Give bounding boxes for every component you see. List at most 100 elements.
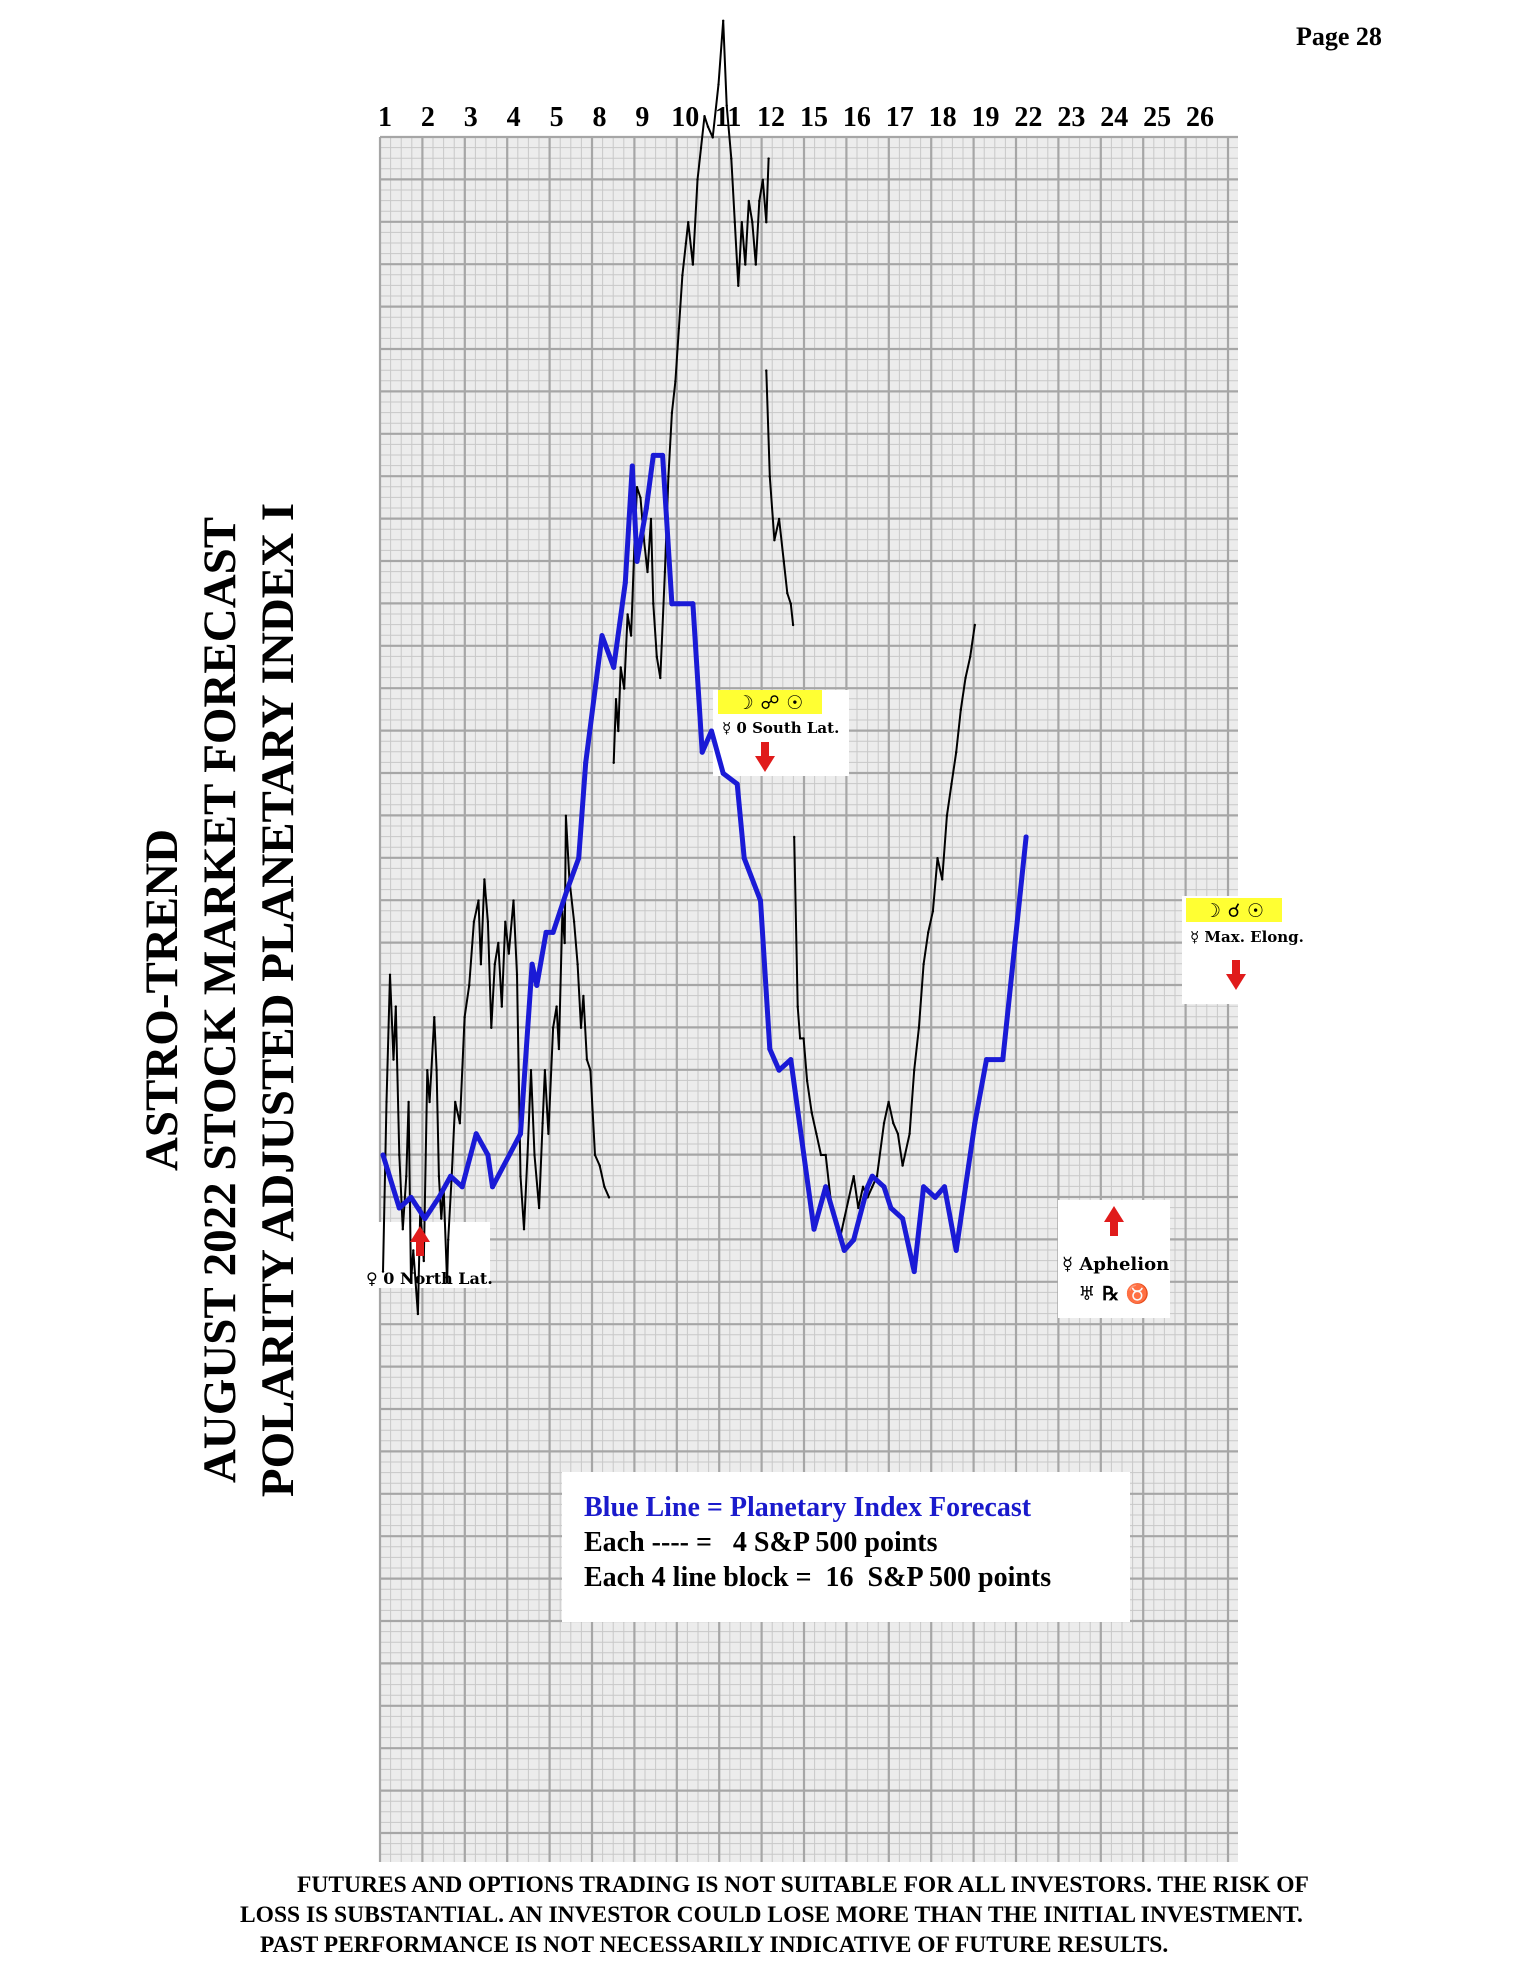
forecast-point	[611, 664, 617, 670]
price-point	[392, 1058, 395, 1061]
price-point	[815, 1132, 818, 1136]
price-point	[765, 369, 768, 372]
price-point	[463, 1016, 466, 1019]
forecast-point	[622, 580, 628, 586]
forecast-point	[473, 1131, 479, 1137]
price-point	[857, 1206, 860, 1210]
price-point	[733, 221, 736, 224]
price-point	[691, 263, 695, 266]
forecast-point	[699, 749, 705, 755]
price-point	[941, 878, 944, 881]
price-point	[435, 1069, 438, 1072]
price-point	[614, 698, 618, 701]
x-tick-label: 18	[929, 102, 957, 133]
price-line-segment	[765, 370, 795, 626]
price-point	[882, 1122, 886, 1125]
price-point	[447, 1238, 450, 1242]
forecast-point	[811, 1226, 817, 1232]
price-point	[493, 963, 496, 966]
price-point	[522, 1228, 526, 1231]
price-point	[922, 963, 925, 966]
price-point	[681, 274, 684, 277]
price-point	[646, 570, 649, 574]
forecast-point	[650, 452, 656, 458]
price-point	[663, 570, 667, 574]
price-point	[896, 1132, 900, 1136]
legend-line-1: Each ---- = 4 S&P 500 points	[584, 1527, 938, 1558]
forecast-point	[543, 929, 549, 935]
x-tick-label: 4	[507, 102, 521, 133]
price-point	[777, 517, 781, 521]
price-point	[687, 221, 690, 224]
price-point	[394, 1005, 397, 1008]
price-point	[579, 1026, 583, 1030]
price-point	[892, 1122, 895, 1125]
forecast-point	[734, 781, 740, 787]
price-point	[767, 157, 770, 160]
arrow-up-aphelion	[1104, 1206, 1124, 1236]
price-point	[543, 1069, 547, 1072]
price-point	[422, 1259, 425, 1263]
price-point	[754, 263, 757, 266]
price-point	[589, 1069, 592, 1072]
forecast-point	[709, 728, 714, 734]
price-point	[433, 1016, 436, 1019]
forecast-point	[436, 1194, 442, 1200]
forecast-point	[1023, 834, 1029, 840]
price-point	[626, 613, 629, 616]
forecast-point	[583, 760, 589, 766]
forecast-point	[448, 1173, 454, 1179]
arrow-up-north-lat	[410, 1226, 430, 1256]
price-point	[445, 1281, 449, 1284]
price-point	[927, 931, 930, 934]
forecast-point	[669, 601, 675, 607]
price-point	[793, 835, 796, 839]
disclaimer-line-3: PAST PERFORMANCE IS NOT NECESSARILY INDI…	[260, 1932, 1169, 1958]
price-point	[607, 1196, 611, 1199]
annotation-symbols-south-lat: ☽ ☍ ☉	[737, 692, 804, 714]
forecast-point	[888, 1205, 894, 1211]
price-point	[635, 486, 639, 489]
annotation-south-lat: ☿ 0 South Lat.	[722, 719, 839, 737]
forecast-point	[942, 1184, 947, 1190]
price-point	[483, 878, 486, 881]
x-axis-ticks: 1 2 3 4 5 8 9 10 11 12 15 16 17 18 19 22 23 24 25 26	[378, 102, 1214, 133]
price-point	[409, 1281, 413, 1284]
price-point	[472, 920, 476, 923]
price-point	[533, 1153, 536, 1157]
forecast-point	[422, 1216, 428, 1222]
forecast-point	[881, 1184, 887, 1190]
symbol-highlight	[718, 690, 822, 714]
price-point	[852, 1175, 855, 1178]
x-tick-label: 22	[1014, 102, 1042, 133]
price-point	[519, 1175, 522, 1178]
price-point	[802, 1037, 805, 1040]
price-point	[751, 221, 754, 224]
price-point	[843, 1217, 846, 1220]
price-point	[412, 1249, 415, 1252]
price-point	[730, 157, 733, 160]
forecast-point	[841, 1247, 847, 1253]
price-point	[847, 1196, 851, 1199]
price-point	[955, 751, 958, 754]
price-point	[388, 973, 392, 976]
price-point	[887, 1100, 890, 1104]
price-point	[747, 199, 750, 203]
price-point	[959, 708, 962, 711]
annotation-aphelion: ☿ Aphelion	[1062, 1254, 1169, 1275]
forecast-point	[972, 1120, 978, 1126]
price-point	[791, 623, 795, 627]
price-point	[761, 178, 764, 181]
price-point	[652, 602, 655, 605]
price-point	[670, 411, 674, 415]
x-tick-label: 16	[843, 102, 871, 133]
price-point	[659, 676, 662, 680]
annotation-box-north-lat	[364, 1222, 490, 1288]
forecast-point	[984, 1057, 989, 1063]
price-point	[563, 941, 566, 945]
forecast-point	[776, 1067, 782, 1073]
forecast-point	[720, 770, 726, 776]
price-point	[500, 1005, 503, 1008]
forecast-point	[767, 1046, 773, 1052]
price-point	[623, 687, 626, 690]
